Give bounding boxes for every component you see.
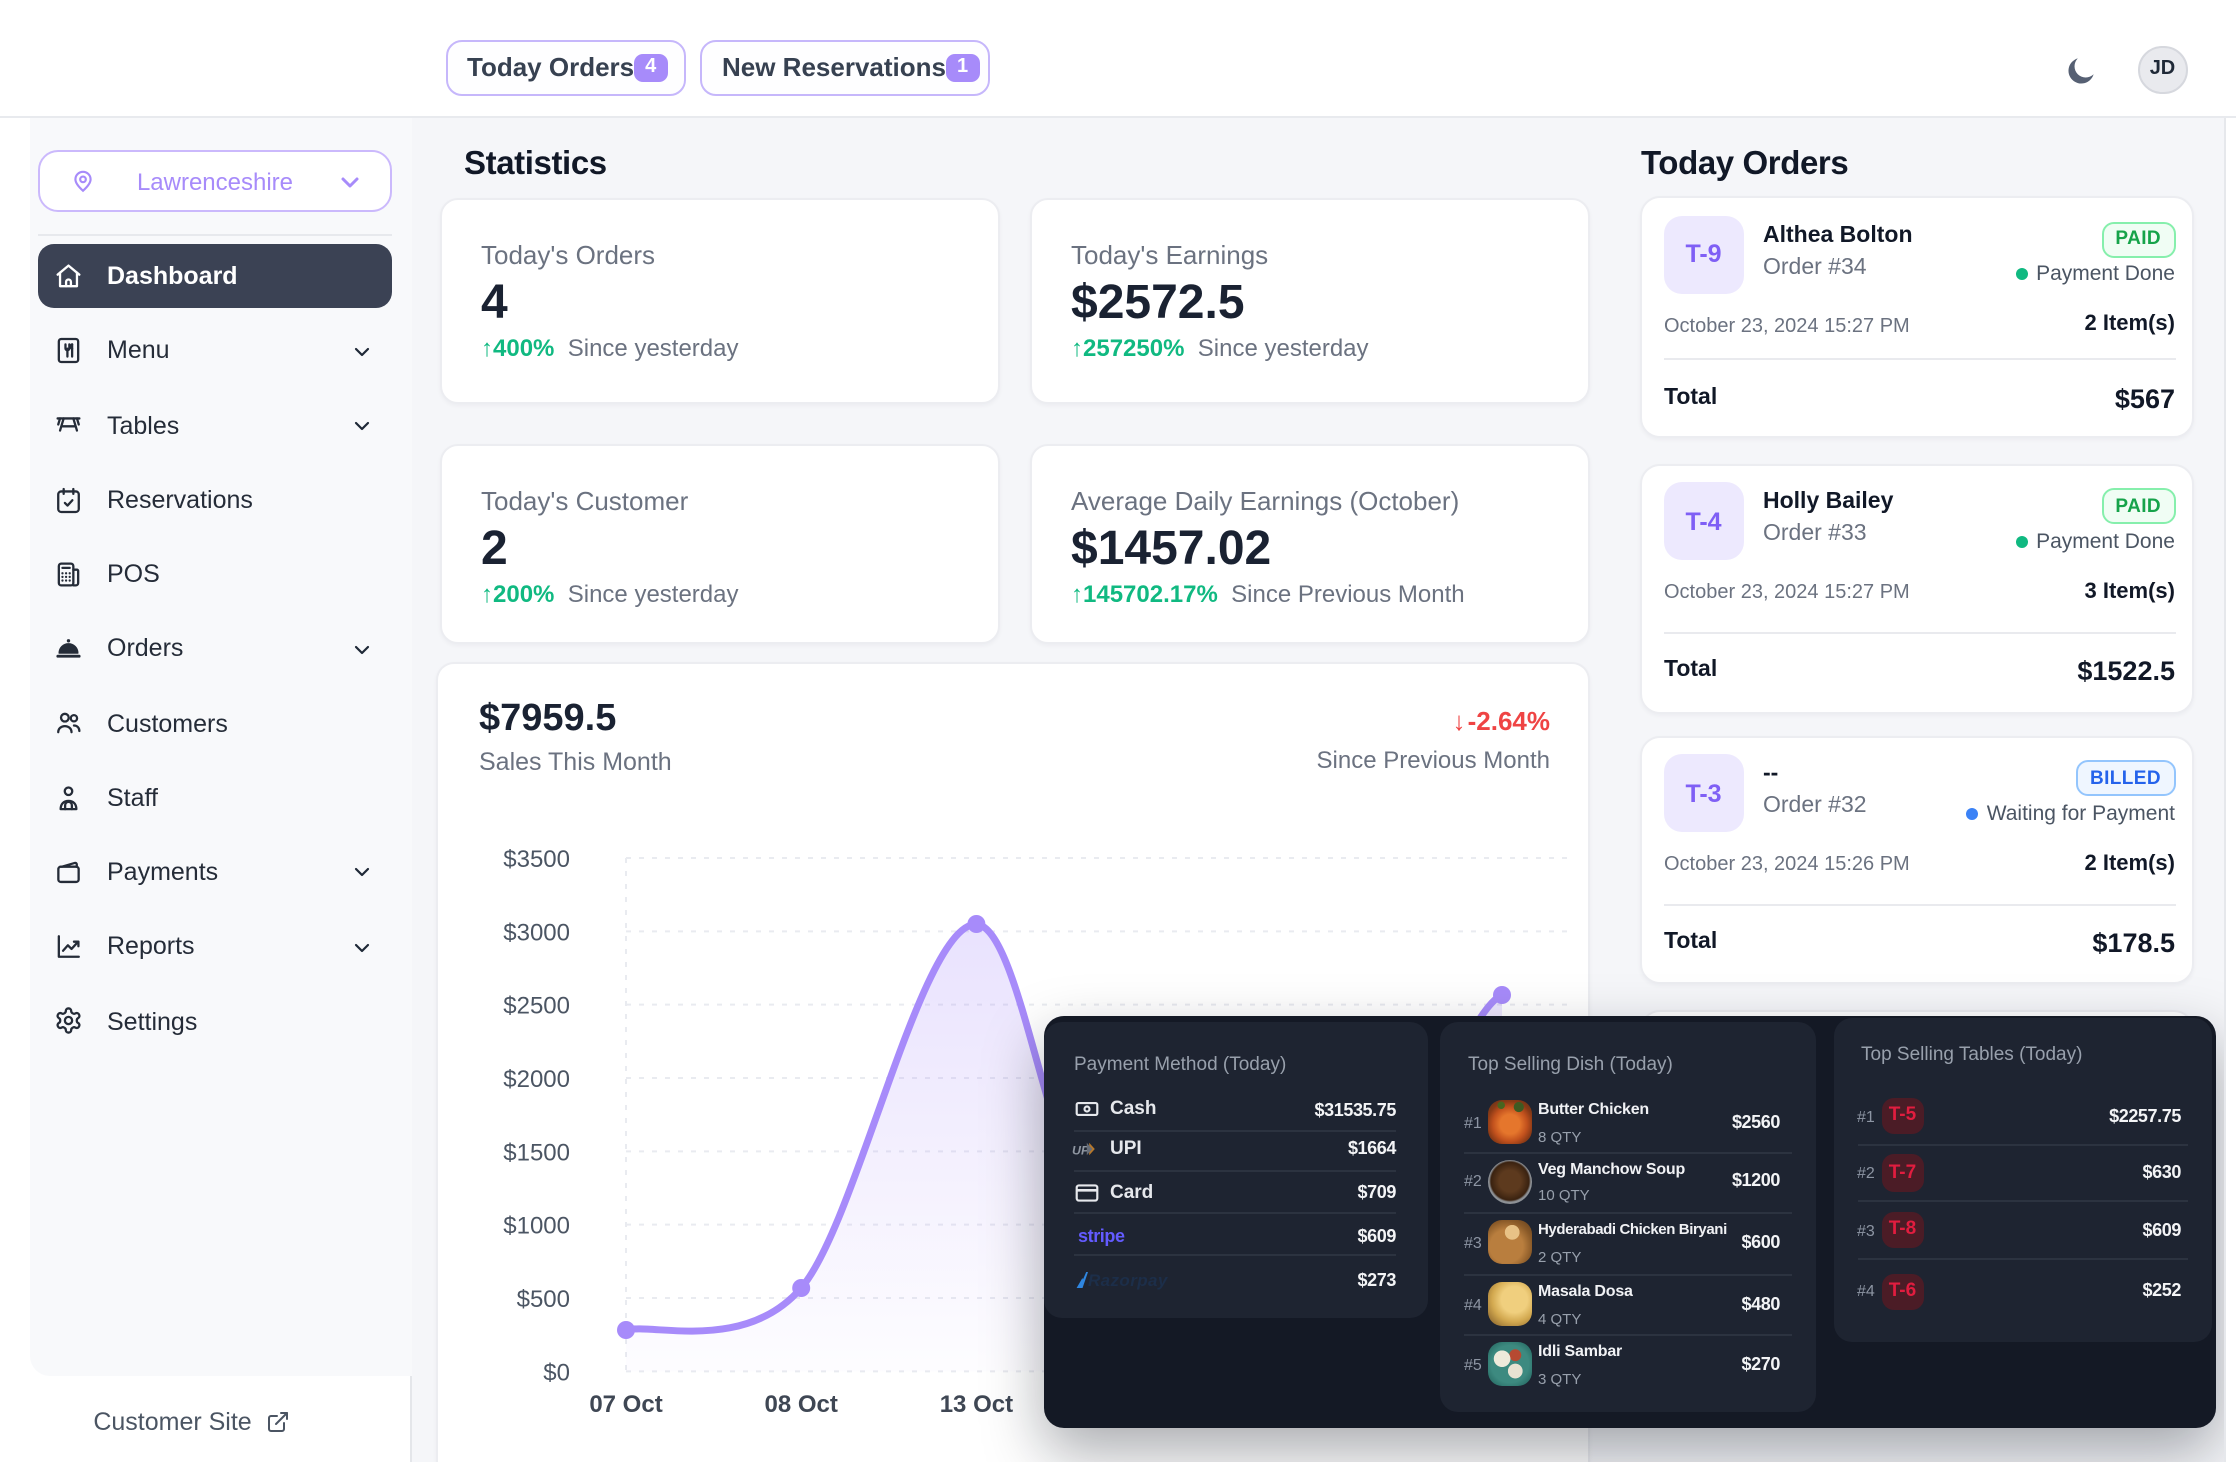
svg-text:UP: UP: [1072, 1142, 1090, 1155]
svg-text:08 Oct: 08 Oct: [765, 1391, 838, 1418]
svg-text:$2500: $2500: [503, 993, 570, 1020]
svg-text:$1500: $1500: [503, 1139, 570, 1166]
svg-text:$500: $500: [517, 1286, 570, 1313]
svg-text:$2000: $2000: [503, 1066, 570, 1093]
svg-text:$1000: $1000: [503, 1213, 570, 1240]
svg-text:$3000: $3000: [503, 919, 570, 946]
svg-text:07 Oct: 07 Oct: [589, 1391, 662, 1418]
svg-text:$0: $0: [543, 1359, 570, 1386]
svg-text:13 Oct: 13 Oct: [940, 1391, 1013, 1418]
svg-text:$3500: $3500: [503, 846, 570, 873]
